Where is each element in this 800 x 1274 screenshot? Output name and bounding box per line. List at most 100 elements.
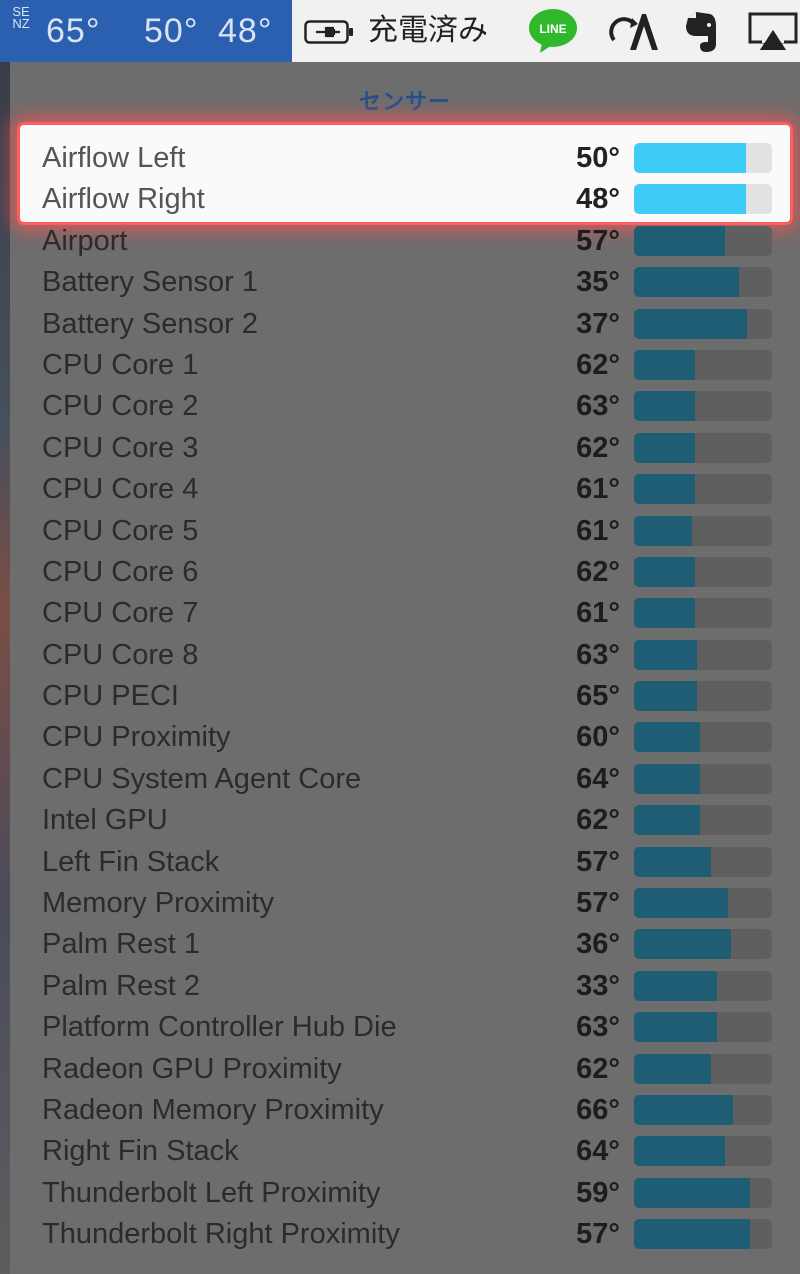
sensor-row[interactable]: Right Fin Stack 64° <box>10 1131 800 1172</box>
sensor-temperature: 61° <box>576 514 620 547</box>
sensor-row[interactable]: Airflow Right 48° <box>10 179 800 220</box>
sensor-temperature: 57° <box>576 1218 620 1251</box>
sensor-name: CPU PECI <box>42 680 179 713</box>
sensor-row[interactable]: Palm Rest 2 33° <box>10 966 800 1007</box>
temperature-bar-fill <box>634 515 692 546</box>
menu-heading: センサー <box>358 89 451 114</box>
temperature-bar-fill <box>634 308 748 339</box>
sensor-row[interactable]: Palm Rest 1 36° <box>10 924 800 965</box>
sensor-row[interactable]: CPU Core 4 61° <box>10 469 800 510</box>
temperature-bar <box>634 929 772 960</box>
temperature-bar <box>634 1177 772 1208</box>
sensor-row[interactable]: CPU Core 5 61° <box>10 511 800 552</box>
temperature-bar <box>634 805 772 836</box>
temperature-bar-fill <box>634 1012 717 1043</box>
temperature-bar <box>634 1136 772 1167</box>
sensor-row[interactable]: CPU Core 7 61° <box>10 593 800 634</box>
sensor-row[interactable]: Airport 57° <box>10 221 800 262</box>
temperature-bar-fill <box>634 1219 750 1250</box>
temperature-bar <box>634 184 772 215</box>
sensor-row[interactable]: CPU Core 2 63° <box>10 386 800 427</box>
sensor-temperature: 61° <box>576 597 620 630</box>
sensor-name: CPU Core 2 <box>42 390 199 423</box>
sensor-row[interactable]: Radeon GPU Proximity 62° <box>10 1049 800 1090</box>
sensor-temperature: 63° <box>576 1011 620 1044</box>
sensor-row[interactable]: CPU Core 1 62° <box>10 345 800 386</box>
sensor-temperature: 63° <box>576 638 620 671</box>
temperature-bar-fill <box>634 1177 750 1208</box>
sensor-temperature: 33° <box>576 969 620 1002</box>
sensor-temperature: 65° <box>576 680 620 713</box>
sensor-name: CPU Core 1 <box>42 348 199 381</box>
sensor-temperature: 64° <box>576 762 620 795</box>
sensor-temperature: 50° <box>576 142 620 174</box>
sensor-temperature: 66° <box>576 1093 620 1126</box>
menu-bar: SENZ 65° 50° 48° 充電済み LINE <box>0 0 800 62</box>
menubar-temp-2: 50° <box>144 12 199 50</box>
sensor-row[interactable]: Memory Proximity 57° <box>10 883 800 924</box>
sensor-row[interactable]: Thunderbolt Left Proximity 59° <box>10 1173 800 1214</box>
sensor-name: CPU Core 4 <box>42 473 199 506</box>
line-bubble-icon <box>529 9 577 53</box>
sensor-row[interactable]: Airflow Left 50° <box>10 138 800 179</box>
sensor-row[interactable]: Battery Sensor 1 35° <box>10 262 800 303</box>
temperature-bar-fill <box>634 349 695 380</box>
temperature-bar-fill <box>634 722 701 753</box>
sensor-temperature: 37° <box>576 307 620 340</box>
sensor-row[interactable]: CPU PECI 65° <box>10 676 800 717</box>
sensor-name: CPU Core 3 <box>42 431 199 464</box>
temperature-bar <box>634 474 772 505</box>
line-app-icon[interactable]: LINE <box>528 8 578 54</box>
sensor-row[interactable]: CPU Core 6 62° <box>10 552 800 593</box>
sensor-temperature: 63° <box>576 390 620 423</box>
temperature-bar-fill <box>634 846 712 877</box>
sensor-temperature: 62° <box>576 804 620 837</box>
sensor-temperature: 48° <box>576 183 620 216</box>
sensor-name: Radeon GPU Proximity <box>42 1052 342 1085</box>
sensor-temperature: 61° <box>576 473 620 506</box>
evernote-icon[interactable] <box>678 10 722 54</box>
sensor-row[interactable]: CPU Proximity 60° <box>10 717 800 758</box>
sensor-temperature: 60° <box>576 721 620 754</box>
menubar-temp-1: 65° <box>46 12 101 50</box>
sensor-app-logo: SENZ <box>12 4 30 31</box>
temperature-bar <box>634 1012 772 1043</box>
sensor-row[interactable]: Platform Controller Hub Die 63° <box>10 1007 800 1048</box>
sync-a-icon[interactable] <box>608 10 662 54</box>
battery-status-label[interactable]: 充電済み <box>368 14 488 47</box>
sensor-menubar-item[interactable]: SENZ 65° 50° 48° <box>0 0 292 62</box>
temperature-bar <box>634 432 772 463</box>
battery-plug-icon[interactable] <box>304 20 354 44</box>
sensor-name: CPU Proximity <box>42 721 231 754</box>
temperature-bar-fill <box>634 267 739 298</box>
sensor-row[interactable]: CPU System Agent Core 64° <box>10 759 800 800</box>
sensor-row[interactable]: Left Fin Stack 57° <box>10 842 800 883</box>
temperature-bar-fill <box>634 970 717 1001</box>
temperature-bar <box>634 349 772 380</box>
airplay-icon[interactable] <box>748 12 798 52</box>
temperature-bar-fill <box>634 929 731 960</box>
sensor-row[interactable]: Thunderbolt Right Proximity 57° <box>10 1214 800 1255</box>
sensor-temperature: 62° <box>576 431 620 464</box>
temperature-bar-fill <box>634 432 695 463</box>
sensor-row[interactable]: Radeon Memory Proximity 66° <box>10 1090 800 1131</box>
temperature-bar <box>634 1219 772 1250</box>
sensor-row[interactable]: Battery Sensor 2 37° <box>10 304 800 345</box>
temperature-bar-fill <box>634 1136 726 1167</box>
temperature-bar-fill <box>634 474 695 505</box>
sensor-name: Airflow Left <box>42 142 186 174</box>
sensor-row[interactable]: CPU Core 3 62° <box>10 428 800 469</box>
sensor-row[interactable]: CPU Core 8 63° <box>10 635 800 676</box>
sensor-temperature: 35° <box>576 266 620 299</box>
sensor-name: Battery Sensor 1 <box>42 266 258 299</box>
sensor-name: Platform Controller Hub Die <box>42 1011 397 1044</box>
sensor-name: CPU Core 5 <box>42 514 199 547</box>
sensor-temperature: 36° <box>576 928 620 961</box>
sensor-name: Right Fin Stack <box>42 1135 239 1168</box>
sensor-name: Thunderbolt Right Proximity <box>42 1218 400 1251</box>
sensor-name: Battery Sensor 2 <box>42 307 258 340</box>
temperature-bar <box>634 391 772 422</box>
sensor-row[interactable]: Intel GPU 62° <box>10 800 800 841</box>
temperature-bar <box>634 225 772 256</box>
